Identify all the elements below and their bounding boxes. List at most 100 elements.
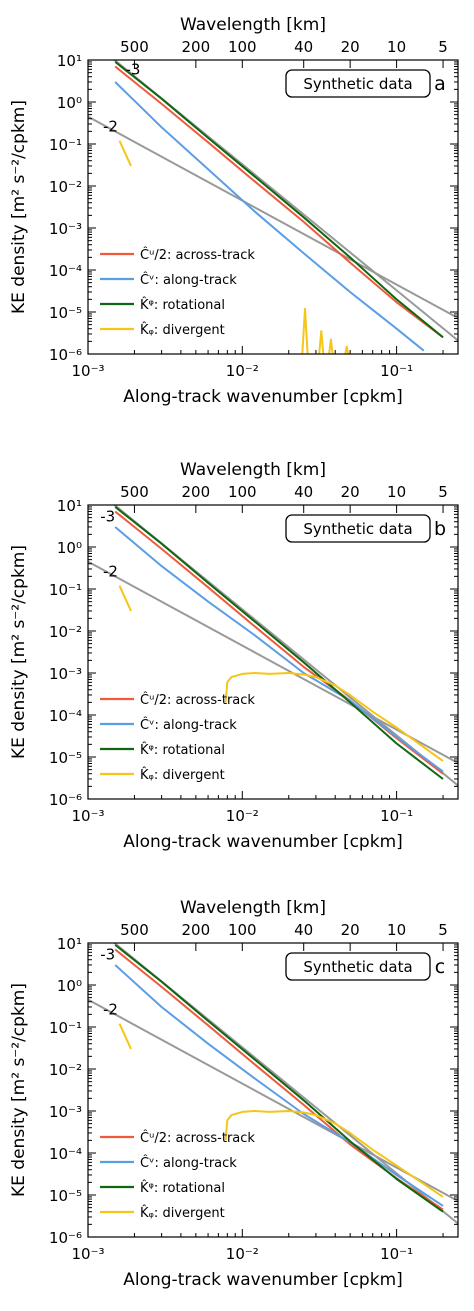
axes-frame bbox=[87, 504, 459, 800]
slope-label: -2 bbox=[103, 1000, 118, 1018]
series-line-3-0 bbox=[118, 1023, 132, 1050]
y-tick-label: 10⁻⁴ bbox=[49, 1145, 82, 1163]
y-tick-label: 10¹ bbox=[57, 497, 82, 515]
x-tick-label: 10⁻³ bbox=[71, 362, 104, 380]
x-axis-label: Along-track wavenumber [cpkm] bbox=[123, 1270, 403, 1290]
series-line-3-0 bbox=[118, 140, 132, 167]
panel-a: 10⁻³ 10⁻² 10⁻¹ 10⁻⁶ 10⁻⁵ 10⁻⁴ 10⁻³ 10⁻² 10⁻¹ 10⁰ 1… bbox=[9, 15, 459, 407]
y-tick-label: 10⁻⁶ bbox=[49, 791, 82, 809]
y-axis-label: KE density [m² s⁻²/cpkm] bbox=[9, 545, 29, 759]
panel-letter: a bbox=[434, 73, 446, 95]
x-axis-label: Along-track wavenumber [cpkm] bbox=[123, 832, 403, 852]
y-tick-label: 10⁻⁶ bbox=[49, 1229, 82, 1247]
y-tick-label: 10⁰ bbox=[57, 539, 82, 557]
series-line-1 bbox=[114, 81, 425, 352]
y-tick-label: 10⁻⁴ bbox=[49, 262, 82, 280]
annotation-text: Synthetic data bbox=[303, 520, 412, 538]
top-tick-label: 10 bbox=[387, 921, 406, 939]
annotation-box bbox=[285, 952, 431, 981]
annotation-box bbox=[285, 69, 431, 98]
legend-label: Ĉᵘ/2: across-track bbox=[140, 247, 255, 263]
top-tick-label: 10 bbox=[387, 483, 406, 501]
top-tick-label: 20 bbox=[341, 921, 360, 939]
top-tick-label: 40 bbox=[294, 38, 313, 56]
top-tick-label: 200 bbox=[182, 921, 211, 939]
panel-letter: c bbox=[435, 956, 445, 978]
y-tick-label: 10⁻³ bbox=[49, 220, 82, 238]
series-line-3-0 bbox=[118, 585, 132, 612]
x-axis-label: Along-track wavenumber [cpkm] bbox=[123, 387, 403, 407]
y-tick-label: 10⁻⁶ bbox=[49, 346, 82, 364]
y-tick-label: 10⁰ bbox=[57, 94, 82, 112]
top-tick-label: 40 bbox=[294, 921, 313, 939]
legend-label: Ĉᵘ/2: across-track bbox=[140, 692, 255, 708]
slope-label: -3 bbox=[100, 508, 115, 526]
top-tick-label: 100 bbox=[228, 921, 257, 939]
legend-label: K̂ᵩ: divergent bbox=[140, 323, 225, 338]
series-line-3-1 bbox=[301, 307, 309, 354]
slope-label: -2 bbox=[103, 117, 118, 135]
series-line-1 bbox=[114, 964, 444, 1207]
slope-label: -3 bbox=[100, 946, 115, 964]
series-line-3-1 bbox=[224, 672, 444, 762]
y-tick-label: 10⁰ bbox=[57, 977, 82, 995]
top-tick-label: 5 bbox=[438, 921, 448, 939]
slope-label: -2 bbox=[103, 562, 118, 580]
series-line-1 bbox=[114, 526, 444, 773]
top-x-axis-label: Wavelength [km] bbox=[180, 898, 326, 918]
legend-label: K̂ᵩ: divergent bbox=[140, 1206, 225, 1221]
top-tick-label: 200 bbox=[182, 483, 211, 501]
slope-label: -3 bbox=[126, 61, 141, 79]
y-tick-label: 10⁻¹ bbox=[49, 1019, 82, 1037]
legend-label: Ĉᵛ: along-track bbox=[140, 1155, 237, 1171]
panel-letter: b bbox=[434, 518, 446, 540]
annotation-text: Synthetic data bbox=[303, 958, 412, 976]
axes-frame bbox=[87, 59, 459, 355]
legend-label: K̂ᵠ: rotational bbox=[140, 743, 225, 758]
top-tick-label: 40 bbox=[294, 483, 313, 501]
legend-label: K̂ᵩ: divergent bbox=[140, 768, 225, 783]
annotation-box bbox=[285, 514, 431, 543]
y-axis-label: KE density [m² s⁻²/cpkm] bbox=[9, 983, 29, 1197]
series-line-3-2 bbox=[318, 330, 325, 354]
series-line-2 bbox=[114, 61, 444, 339]
axes-frame bbox=[87, 942, 459, 1238]
y-tick-label: 10¹ bbox=[57, 52, 82, 70]
y-tick-label: 10⁻⁵ bbox=[49, 749, 82, 767]
top-tick-label: 5 bbox=[438, 38, 448, 56]
top-tick-label: 20 bbox=[341, 38, 360, 56]
reference-line-1 bbox=[88, 998, 458, 1202]
y-tick-label: 10⁻⁵ bbox=[49, 304, 82, 322]
series-line-3-4 bbox=[344, 345, 350, 354]
reference-line-1 bbox=[88, 115, 458, 319]
x-tick-label: 10⁻¹ bbox=[380, 1245, 413, 1263]
y-tick-label: 10⁻² bbox=[49, 623, 82, 641]
y-tick-label: 10⁻⁵ bbox=[49, 1187, 82, 1205]
y-tick-label: 10⁻¹ bbox=[49, 136, 82, 154]
legend-label: K̂ᵠ: rotational bbox=[140, 298, 225, 313]
x-tick-label: 10⁻³ bbox=[71, 807, 104, 825]
top-tick-label: 200 bbox=[182, 38, 211, 56]
reference-line-1 bbox=[88, 560, 458, 764]
annotation-text: Synthetic data bbox=[303, 75, 412, 93]
x-tick-label: 10⁻² bbox=[226, 1245, 259, 1263]
series-line-3-3 bbox=[328, 338, 334, 354]
top-x-axis-label: Wavelength [km] bbox=[180, 460, 326, 480]
series-line-2 bbox=[114, 944, 444, 1213]
y-tick-label: 10¹ bbox=[57, 935, 82, 953]
top-tick-label: 100 bbox=[228, 483, 257, 501]
top-tick-label: 500 bbox=[120, 921, 149, 939]
series-line-0 bbox=[114, 65, 444, 339]
y-tick-label: 10⁻² bbox=[49, 1061, 82, 1079]
y-axis-label: KE density [m² s⁻²/cpkm] bbox=[9, 100, 29, 314]
legend-label: Ĉᵘ/2: across-track bbox=[140, 1130, 255, 1146]
y-tick-label: 10⁻² bbox=[49, 178, 82, 196]
y-tick-label: 10⁻³ bbox=[49, 1103, 82, 1121]
x-tick-label: 10⁻² bbox=[226, 362, 259, 380]
legend-label: K̂ᵠ: rotational bbox=[140, 1181, 225, 1196]
top-tick-label: 20 bbox=[341, 483, 360, 501]
legend-label: Ĉᵛ: along-track bbox=[140, 717, 237, 733]
x-tick-label: 10⁻¹ bbox=[380, 807, 413, 825]
top-tick-label: 10 bbox=[387, 38, 406, 56]
